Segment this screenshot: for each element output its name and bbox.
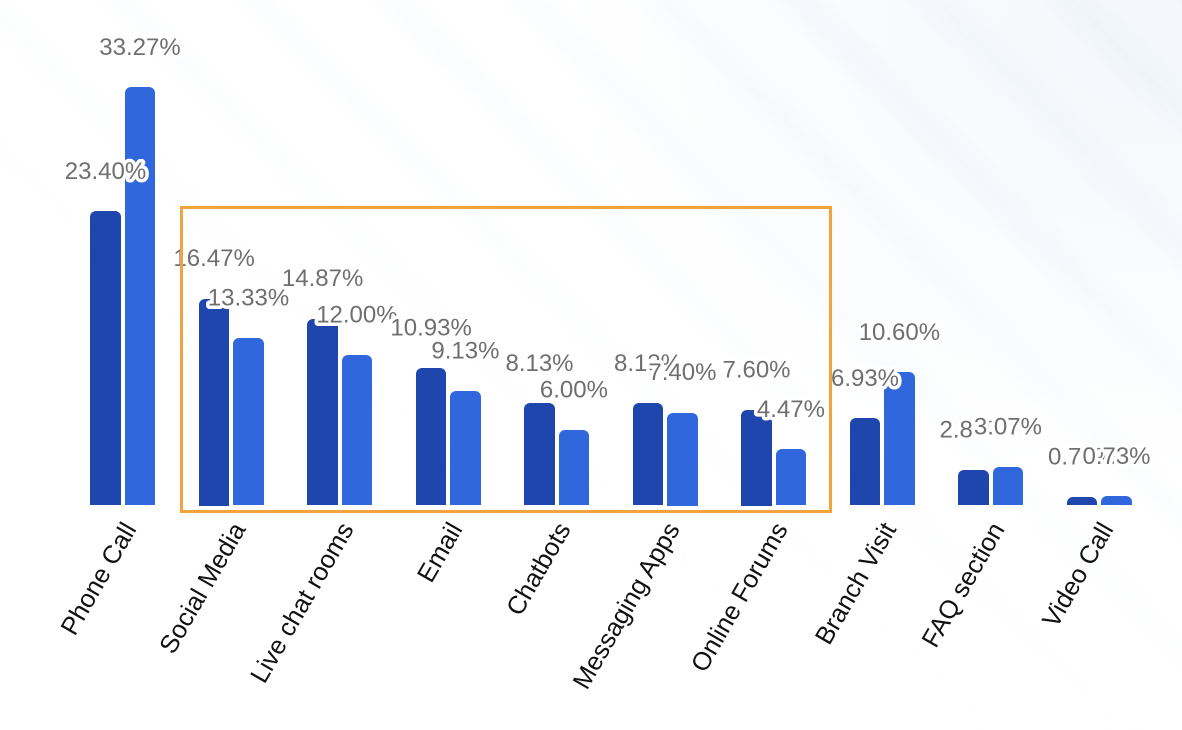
svg-text:7.40%: 7.40%	[648, 359, 716, 386]
svg-text:8.13%: 8.13%	[505, 350, 573, 377]
svg-text:23.40%: 23.40%	[65, 158, 146, 185]
svg-text:2.83%: 2.83%	[939, 417, 1007, 444]
svg-text:7.60%: 7.60%	[722, 357, 790, 384]
svg-text:4.47%: 4.47%	[757, 396, 825, 423]
svg-text:33.27%: 33.27%	[99, 34, 180, 61]
svg-text:8.13%: 8.13%	[614, 350, 682, 377]
svg-text:10.93%: 10.93%	[390, 315, 471, 342]
svg-text:0.70%: 0.70%	[1048, 443, 1116, 470]
svg-text:6.93%: 6.93%	[831, 365, 899, 392]
svg-text:14.87%: 14.87%	[282, 265, 363, 292]
svg-text:0.73%: 0.73%	[1082, 443, 1150, 470]
svg-text:10.60%: 10.60%	[859, 319, 940, 346]
svg-text:6.00%: 6.00%	[540, 377, 608, 404]
svg-text:9.13%: 9.13%	[431, 337, 499, 364]
svg-text:3.07%: 3.07%	[974, 414, 1042, 441]
svg-text:12.00%: 12.00%	[316, 301, 397, 328]
svg-text:13.33%: 13.33%	[208, 285, 289, 312]
svg-text:16.47%: 16.47%	[173, 245, 254, 272]
